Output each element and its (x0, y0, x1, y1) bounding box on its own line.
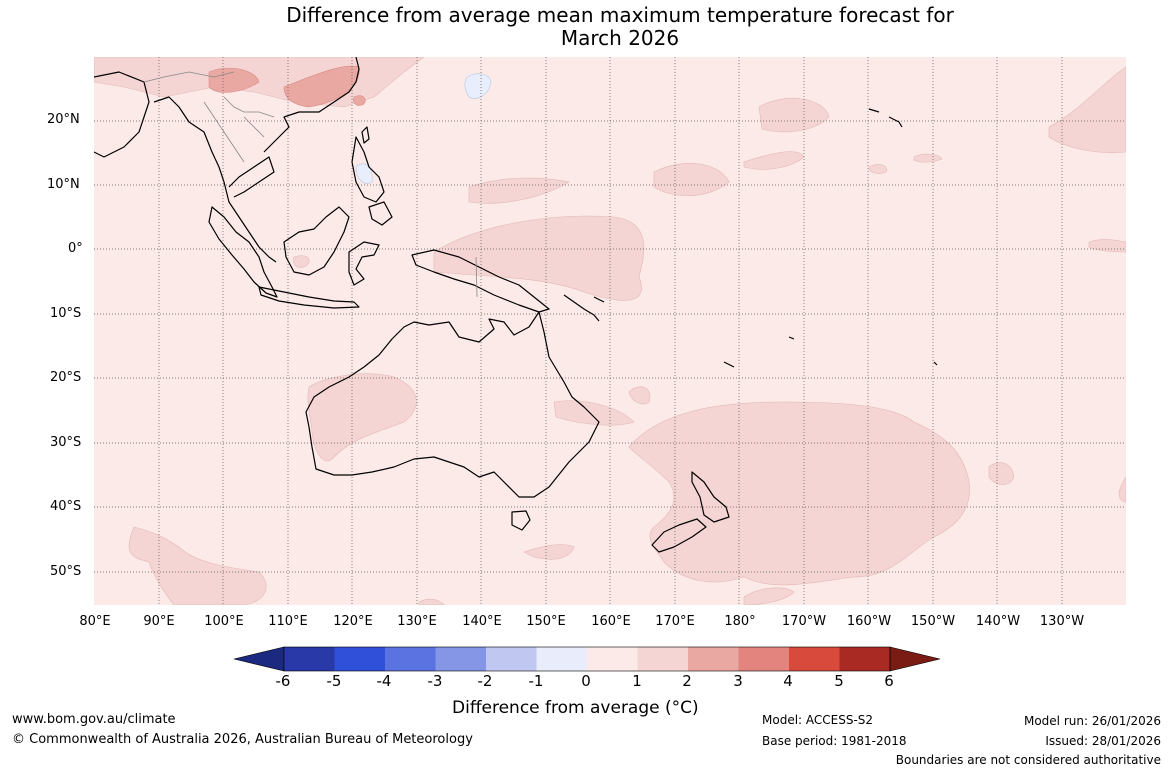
lon-label-130e: 130°E (397, 614, 437, 629)
lon-label-140e: 140°E (462, 614, 502, 629)
lat-label-10s: 10°S (50, 306, 82, 321)
colorbar-label: 1 (632, 672, 642, 690)
lon-label-150w: 150°W (910, 614, 956, 629)
lon-label-90e: 90°E (143, 614, 175, 629)
colorbar-arrow-low (233, 646, 285, 672)
lat-label-50s: 50°S (50, 564, 82, 579)
map-title: Difference from average mean maximum tem… (0, 4, 1173, 50)
lon-label-110e: 110°E (268, 614, 308, 629)
coastline-java (258, 286, 360, 309)
coastline-new-zealand-north (691, 471, 730, 523)
coastline-taiwan (361, 126, 370, 144)
colorbar-label: -6 (275, 672, 291, 690)
lon-label-100e: 100°E (204, 614, 244, 629)
coastline-australia (305, 311, 600, 498)
lon-label-170w: 170°W (781, 614, 827, 629)
colorbar-arrow-high (889, 646, 941, 672)
coastline-new-zealand-south (651, 518, 707, 553)
lon-label-180: 180° (724, 614, 756, 629)
colorbar-label: 3 (733, 672, 743, 690)
colorbar-title: Difference from average (°C) (452, 698, 699, 718)
colorbar-label: -2 (477, 672, 493, 690)
colorbar-label: 5 (834, 672, 844, 690)
footer-model: Model: ACCESS-S2 (762, 713, 874, 727)
coastline-philippines (351, 136, 393, 226)
colorbar-cell (334, 647, 385, 671)
colorbar-label: -5 (326, 672, 342, 690)
colorbar-cell (284, 647, 335, 671)
country-borders (143, 71, 478, 298)
colorbar-cell (385, 647, 436, 671)
colorbar-outline (283, 646, 891, 672)
colorbar-label: 6 (884, 672, 894, 690)
colorbar-label: 2 (682, 672, 692, 690)
lon-label-170e: 170°E (655, 614, 695, 629)
colorbar-cell (536, 647, 587, 671)
lat-label-10n: 10°N (47, 177, 80, 192)
colorbar-cell (435, 647, 486, 671)
lon-label-140w: 140°W (975, 614, 1021, 629)
coastline-sulawesi (348, 241, 380, 286)
footer-model-run: Model run: 26/01/2026 (1023, 714, 1161, 728)
colorbar-cell (587, 647, 638, 671)
colorbar-label: -4 (376, 672, 392, 690)
colorbar-cell (637, 647, 688, 671)
coastline-new-guinea (411, 249, 550, 313)
anomaly-2-to-3-regions (208, 65, 366, 108)
colorbar-label: -3 (427, 672, 443, 690)
colorbar-cell (688, 647, 739, 671)
lat-label-40s: 40°S (50, 499, 82, 514)
colorbar-label: 0 (581, 672, 591, 690)
title-line-2: March 2026 (560, 26, 680, 50)
colorbar (233, 646, 941, 672)
lat-label-20s: 20°S (50, 370, 82, 385)
footer-website: www.bom.gov.au/climate (12, 712, 176, 727)
footer-copyright: © Commonwealth of Australia 2026, Austra… (12, 732, 473, 747)
coastline-tasmania (511, 510, 531, 531)
coastline-pacific-islands (563, 108, 938, 368)
forecast-map (94, 57, 1126, 605)
lon-label-160e: 160°E (591, 614, 631, 629)
colorbar-label: -1 (528, 672, 544, 690)
gridlines (94, 57, 1126, 605)
lat-label-20n: 20°N (47, 112, 80, 127)
coastline-asia (94, 57, 360, 263)
lat-label-0: 0° (68, 241, 83, 256)
lon-label-160w: 160°W (846, 614, 892, 629)
coastline-sumatra (208, 206, 278, 298)
anomaly-neg1-to-0-regions (355, 73, 492, 184)
lon-label-150e: 150°E (526, 614, 566, 629)
footer-issued: Issued: 28/01/2026 (1045, 734, 1161, 748)
coastlines (94, 57, 938, 553)
lon-label-80e: 80°E (79, 614, 111, 629)
lat-label-30s: 30°S (50, 435, 82, 450)
colorbar-cell (738, 647, 789, 671)
coastline-borneo (283, 206, 350, 276)
lon-label-130w: 130°W (1039, 614, 1085, 629)
colorbar-cell (839, 647, 890, 671)
colorbar-cell (486, 647, 537, 671)
colorbar-cell (789, 647, 840, 671)
lon-label-120e: 120°E (333, 614, 373, 629)
title-line-1: Difference from average mean maximum tem… (286, 3, 954, 27)
footer-base-period: Base period: 1981-2018 (762, 734, 907, 748)
colorbar-label: 4 (783, 672, 793, 690)
footer-disclaimer: Boundaries are not considered authoritat… (895, 753, 1161, 767)
